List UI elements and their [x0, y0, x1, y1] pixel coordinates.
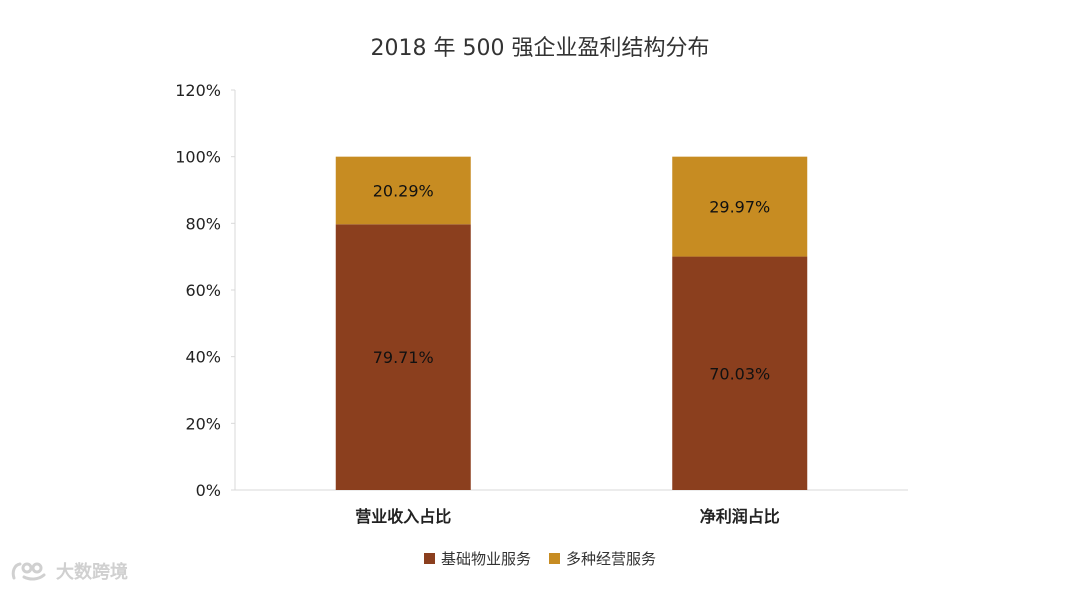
watermark: 大数跨境 [10, 558, 128, 584]
x-tick-label: 营业收入占比 [355, 507, 451, 526]
y-tick-label: 40% [185, 348, 221, 367]
legend-label-diversified-service: 多种经营服务 [566, 550, 657, 568]
data-label: 20.29% [373, 181, 434, 200]
y-tick-label: 120% [175, 81, 221, 100]
watermark-logo-icon [11, 562, 46, 581]
chart-title: 2018 年 500 强企业盈利结构分布 [370, 36, 710, 61]
chart-legend: 基础物业服务 多种经营服务 [0, 548, 1080, 569]
legend-item-base-service: 基础物业服务 [423, 548, 531, 569]
legend-swatch-diversified-service [549, 553, 560, 564]
watermark-text: 大数跨境 [56, 562, 128, 583]
y-tick-label: 20% [185, 414, 221, 433]
legend-item-diversified-service: 多种经营服务 [549, 548, 656, 569]
y-tick-label: 60% [185, 281, 221, 300]
data-label: 79.71% [373, 348, 434, 367]
legend-swatch-base-service [423, 553, 435, 564]
bar-segment [335, 224, 471, 491]
data-label: 29.97% [709, 198, 770, 217]
bar-segment [335, 156, 471, 225]
y-tick-label: 100% [175, 148, 221, 167]
bar-segment [672, 156, 808, 257]
data-label: 70.03% [709, 364, 770, 383]
y-tick-label: 80% [185, 214, 221, 233]
x-tick-label: 净利润占比 [700, 507, 780, 526]
legend-label-base-service: 基础物业服务 [440, 550, 531, 568]
y-tick-label: 0% [196, 481, 221, 500]
bar-segment [672, 256, 808, 490]
